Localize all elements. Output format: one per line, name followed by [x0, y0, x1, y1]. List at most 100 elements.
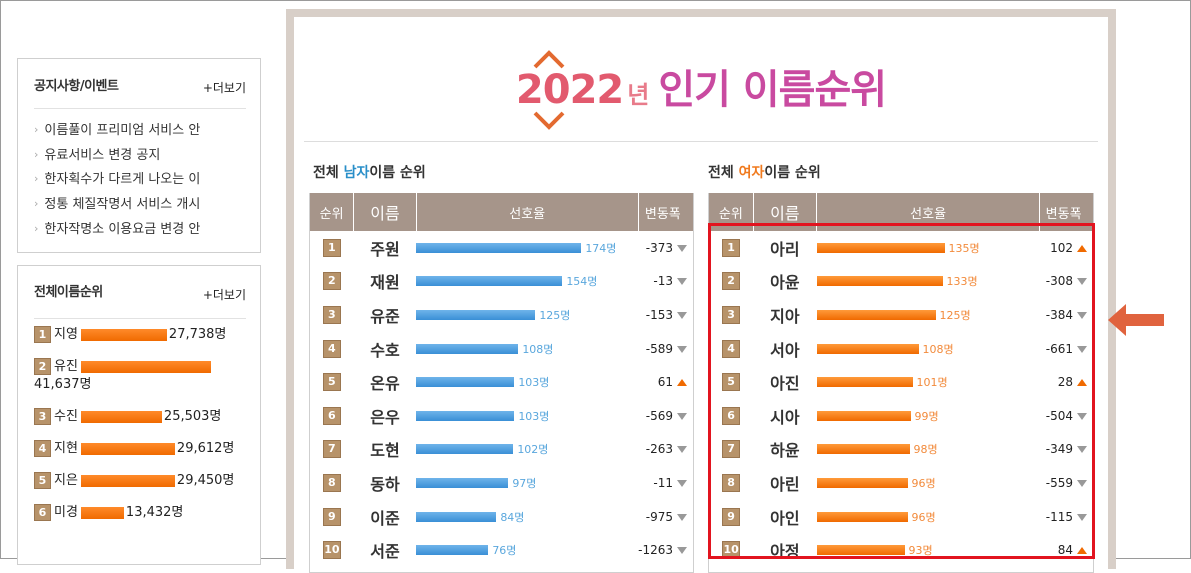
table-row: 6 은우 103명 -569	[310, 399, 693, 433]
all-ranking-item[interactable]: 3 수진 25,503명	[34, 408, 254, 426]
highlight-box	[708, 223, 1095, 559]
all-ranking-bar	[80, 442, 175, 455]
preference-bar	[816, 242, 945, 253]
all-ranking-bar	[80, 410, 162, 423]
preference-count: 101명	[916, 376, 948, 390]
preference-cell: 99명	[816, 399, 1040, 433]
rank-badge: 7	[722, 440, 741, 459]
name-cell[interactable]: 아인	[770, 508, 800, 528]
preference-cell: 93명	[816, 533, 1040, 567]
rank-cell: 3	[709, 298, 753, 332]
name-cell[interactable]: 아리	[770, 239, 800, 259]
rank-cell: 9	[709, 500, 753, 534]
preference-cell: 154명	[416, 265, 638, 299]
preference-bar	[416, 477, 509, 488]
name-cell[interactable]: 하윤	[770, 441, 800, 461]
change-value: -13	[653, 274, 673, 289]
name-cell[interactable]: 시아	[770, 407, 800, 427]
table-header-cell: 이름	[353, 193, 417, 231]
notice-item[interactable]: 이름풀이 프리미엄 서비스 안	[34, 119, 249, 144]
name-cell[interactable]: 아린	[770, 474, 800, 494]
chevron-up-icon	[533, 50, 565, 69]
preference-bar	[416, 377, 515, 388]
rank-badge: 10	[722, 541, 741, 560]
title-year: 2022	[515, 67, 624, 113]
change-value: -349	[1045, 442, 1073, 457]
name-cell[interactable]: 수호	[370, 340, 400, 360]
preference-count: 125명	[539, 308, 571, 322]
arrow-down-icon	[1077, 345, 1087, 353]
all-ranking-more-link[interactable]: +더보기	[202, 288, 246, 302]
notice-item[interactable]: 유료서비스 변경 공지	[34, 144, 249, 169]
name-cell[interactable]: 아윤	[770, 273, 800, 293]
rank-badge: 2	[34, 358, 51, 375]
change-value: -308	[1045, 274, 1073, 289]
table-row: 9 아인 96명 -115	[709, 500, 1093, 534]
name-cell[interactable]: 도현	[370, 441, 400, 461]
rank-cell: 2	[310, 265, 354, 299]
change-value: -975	[645, 509, 673, 524]
preference-cell: 84명	[416, 500, 638, 534]
preference-cell: 135명	[816, 231, 1040, 265]
notice-list: 이름풀이 프리미엄 서비스 안 유료서비스 변경 공지 한자획수가 다르게 나오…	[34, 119, 249, 242]
preference-bar	[416, 444, 514, 455]
notice-more-link[interactable]: +더보기	[202, 81, 246, 95]
notice-header: 공지사항/이벤트 +더보기	[34, 59, 246, 109]
change-value: -373	[645, 240, 673, 255]
name-cell[interactable]: 유준	[370, 306, 400, 326]
preference-cell: 101명	[816, 365, 1040, 399]
change-cell: -384	[1040, 298, 1093, 332]
arrow-down-icon	[677, 479, 687, 487]
rank-cell: 6	[310, 399, 354, 433]
change-value: -384	[1045, 307, 1073, 322]
change-value: -504	[1045, 408, 1073, 423]
name-cell[interactable]: 은우	[370, 407, 400, 427]
name-cell[interactable]: 재원	[370, 273, 400, 293]
all-ranking-item[interactable]: 1 지영 27,738명	[34, 326, 254, 344]
all-ranking-name: 미경	[54, 505, 78, 520]
preference-count: 135명	[948, 241, 980, 255]
preference-bar	[816, 343, 919, 354]
arrow-down-icon	[1077, 446, 1087, 454]
name-cell[interactable]: 동하	[370, 474, 400, 494]
name-cell[interactable]: 온유	[370, 374, 400, 394]
change-cell: 102	[1040, 231, 1093, 265]
name-cell[interactable]: 서아	[770, 340, 800, 360]
rank-badge: 9	[322, 507, 341, 526]
preference-count: 97명	[512, 476, 537, 490]
rank-badge: 3	[34, 408, 51, 425]
all-ranking-item[interactable]: 2 유진 41,637명	[34, 358, 254, 394]
notice-item[interactable]: 한자획수가 다르게 나오는 이	[34, 168, 249, 193]
rank-badge: 3	[722, 305, 741, 324]
name-cell[interactable]: 이준	[370, 508, 400, 528]
change-value: 102	[1050, 240, 1073, 255]
table-header-row: 순위 이름 선호율 변동폭	[310, 193, 693, 231]
notice-item[interactable]: 한자작명소 이용요금 변경 안	[34, 218, 249, 243]
arrow-up-icon	[677, 379, 687, 387]
change-value: -589	[645, 341, 673, 356]
rank-badge: 10	[322, 541, 341, 560]
rank-badge: 3	[322, 305, 341, 324]
rank-badge: 1	[322, 238, 341, 257]
male-ranking-table: 순위 이름 선호율 변동폭 1 주원 174명 -373 2 재원 154명 -13 …	[310, 193, 693, 567]
all-ranking-count: 25,503명	[163, 409, 222, 424]
name-cell[interactable]: 아진	[770, 374, 800, 394]
change-value: -153	[645, 307, 673, 322]
preference-bar	[416, 410, 515, 421]
name-cell[interactable]: 주원	[370, 239, 400, 259]
preference-count: 76명	[492, 544, 517, 558]
arrow-down-icon	[1077, 311, 1087, 319]
all-ranking-item[interactable]: 4 지현 29,612명	[34, 440, 254, 458]
rank-cell: 1	[709, 231, 753, 265]
all-ranking-item[interactable]: 6 미경 13,432명	[34, 504, 254, 522]
preference-cell: 103명	[416, 399, 638, 433]
rank-badge: 6	[722, 406, 741, 425]
name-cell[interactable]: 서준	[370, 542, 400, 562]
preference-bar	[816, 309, 936, 320]
name-cell[interactable]: 지아	[770, 306, 800, 326]
notice-item[interactable]: 정통 체질작명서 서비스 개시	[34, 193, 249, 218]
change-cell: -504	[1040, 399, 1093, 433]
all-ranking-item[interactable]: 5 지은 29,450명	[34, 472, 254, 490]
rank-badge: 1	[34, 326, 51, 343]
arrow-up-icon	[1077, 547, 1087, 555]
